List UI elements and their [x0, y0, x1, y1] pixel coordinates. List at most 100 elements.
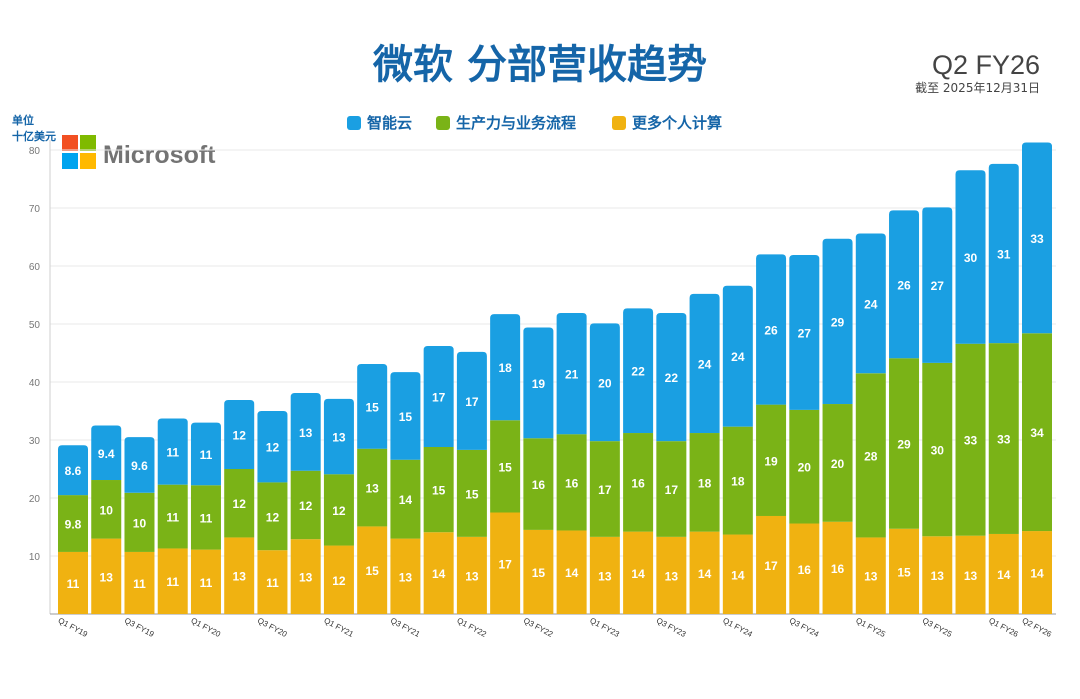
bar-segment [124, 492, 155, 552]
bar-value-label: 18 [498, 361, 512, 375]
logo-wordmark: Microsoft [103, 141, 216, 169]
bar-segment [423, 446, 454, 533]
bar-segment [722, 285, 753, 427]
bar-value-label: 13 [399, 570, 413, 584]
bar-segment [323, 474, 354, 546]
bar-segment [390, 372, 421, 460]
bar-segment [423, 346, 454, 447]
bar-value-label: 13 [598, 569, 612, 583]
bar-segment [722, 534, 753, 614]
bar-segment [523, 438, 554, 530]
bar-value-label: 18 [731, 475, 745, 489]
bar-value-label: 9.8 [65, 518, 82, 532]
bar-segment [456, 449, 487, 537]
bar-stack: 15 13 15 [357, 364, 388, 614]
bar-value-label: 16 [831, 562, 845, 576]
bar-segment [224, 537, 255, 614]
bar-segment [357, 448, 388, 527]
bar-value-label: 17 [432, 391, 446, 405]
legend-swatch [436, 116, 450, 130]
bar-value-label: 14 [698, 567, 712, 581]
bar-segment [58, 445, 88, 496]
bar-value-label: 28 [864, 449, 878, 463]
bar-segment [357, 364, 388, 449]
bar-value-label: 13 [465, 569, 479, 583]
bar-value-label: 34 [1030, 426, 1044, 440]
bar-segment [224, 469, 255, 538]
bar-segment [988, 343, 1019, 534]
bar-value-label: 14 [432, 567, 446, 581]
microsoft-logo: Microsoft [62, 135, 216, 169]
bar-stack: 14 18 24 [689, 293, 720, 614]
bar-value-label: 17 [665, 483, 679, 497]
bar-stack: 14 16 22 [623, 308, 654, 614]
bar-stack: 13 12 12 [224, 399, 255, 614]
bar-segment [257, 550, 288, 614]
bar-value-label: 15 [365, 564, 379, 578]
bar-segment [456, 536, 487, 614]
bar-value-label: 15 [432, 484, 446, 498]
bar-segment [756, 404, 787, 516]
bar-value-label: 10 [100, 503, 114, 517]
bar-value-label: 17 [498, 557, 512, 571]
bar-value-label: 13 [332, 431, 346, 445]
bar-segment [91, 480, 122, 539]
bar-value-label: 24 [698, 357, 712, 371]
x-tick-label: Q2 FY26 [1021, 616, 1054, 639]
bar-value-label: 16 [798, 563, 812, 577]
bar-segment [456, 351, 487, 450]
bar-segment [889, 528, 920, 614]
bar-value-label: 13 [100, 570, 114, 584]
bar-segment [1022, 333, 1052, 532]
bar-segment [789, 254, 820, 410]
bar-segment [58, 551, 88, 614]
bar-value-label: 18 [698, 476, 712, 490]
bar-segment [290, 470, 321, 540]
bar-segment [589, 323, 620, 442]
bar-value-label: 11 [166, 511, 179, 525]
bar-stack: 13 10 9.4 [91, 425, 122, 614]
bar-value-label: 15 [465, 487, 479, 501]
bar-segment [756, 254, 787, 405]
bar-segment [756, 515, 787, 614]
bar-segment [656, 312, 687, 442]
y-tick-label: 50 [29, 320, 41, 331]
x-tick-label: Q3 FY19 [123, 616, 156, 639]
bar-stack: 17 19 26 [756, 254, 787, 614]
bar-segment [390, 538, 421, 614]
bar-value-label: 11 [200, 576, 213, 590]
bar-stack: 14 33 31 [988, 163, 1019, 614]
bar-segment [323, 545, 354, 614]
bar-value-label: 14 [565, 566, 579, 580]
bar-value-label: 14 [399, 493, 413, 507]
bar-value-label: 33 [997, 433, 1011, 447]
bar-stack: 11 11 11 [157, 418, 188, 614]
x-tick-label: Q1 FY23 [588, 616, 621, 639]
bar-stack: 13 15 17 [456, 351, 487, 614]
bar-value-label: 16 [631, 476, 645, 490]
x-tick-label: Q1 FY25 [854, 616, 887, 639]
legend-label: 生产力与业务流程 [456, 114, 576, 132]
bar-value-label: 13 [665, 569, 679, 583]
bar-segment [922, 536, 953, 614]
bar-segment [490, 314, 521, 421]
as-of-date: 截至 2025年12月31日 [915, 81, 1040, 95]
bar-segment [423, 532, 454, 614]
logo-square-green [80, 135, 96, 151]
bar-segment [855, 537, 886, 614]
bar-segment [1022, 531, 1052, 614]
bar-segment [490, 512, 521, 614]
bar-value-label: 19 [764, 454, 778, 468]
bar-segment [988, 533, 1019, 614]
x-tick-label: Q1 FY19 [57, 616, 90, 639]
bar-segment [922, 362, 953, 537]
bar-value-label: 24 [864, 297, 878, 311]
bar-segment [722, 426, 753, 535]
bar-value-label: 8.6 [65, 464, 82, 478]
bar-segment [689, 433, 720, 532]
bar-segment [556, 434, 587, 531]
bar-segment [290, 539, 321, 614]
bar-value-label: 20 [831, 457, 845, 471]
bar-value-label: 29 [897, 437, 911, 451]
bar-stack: 15 16 19 [523, 327, 554, 614]
